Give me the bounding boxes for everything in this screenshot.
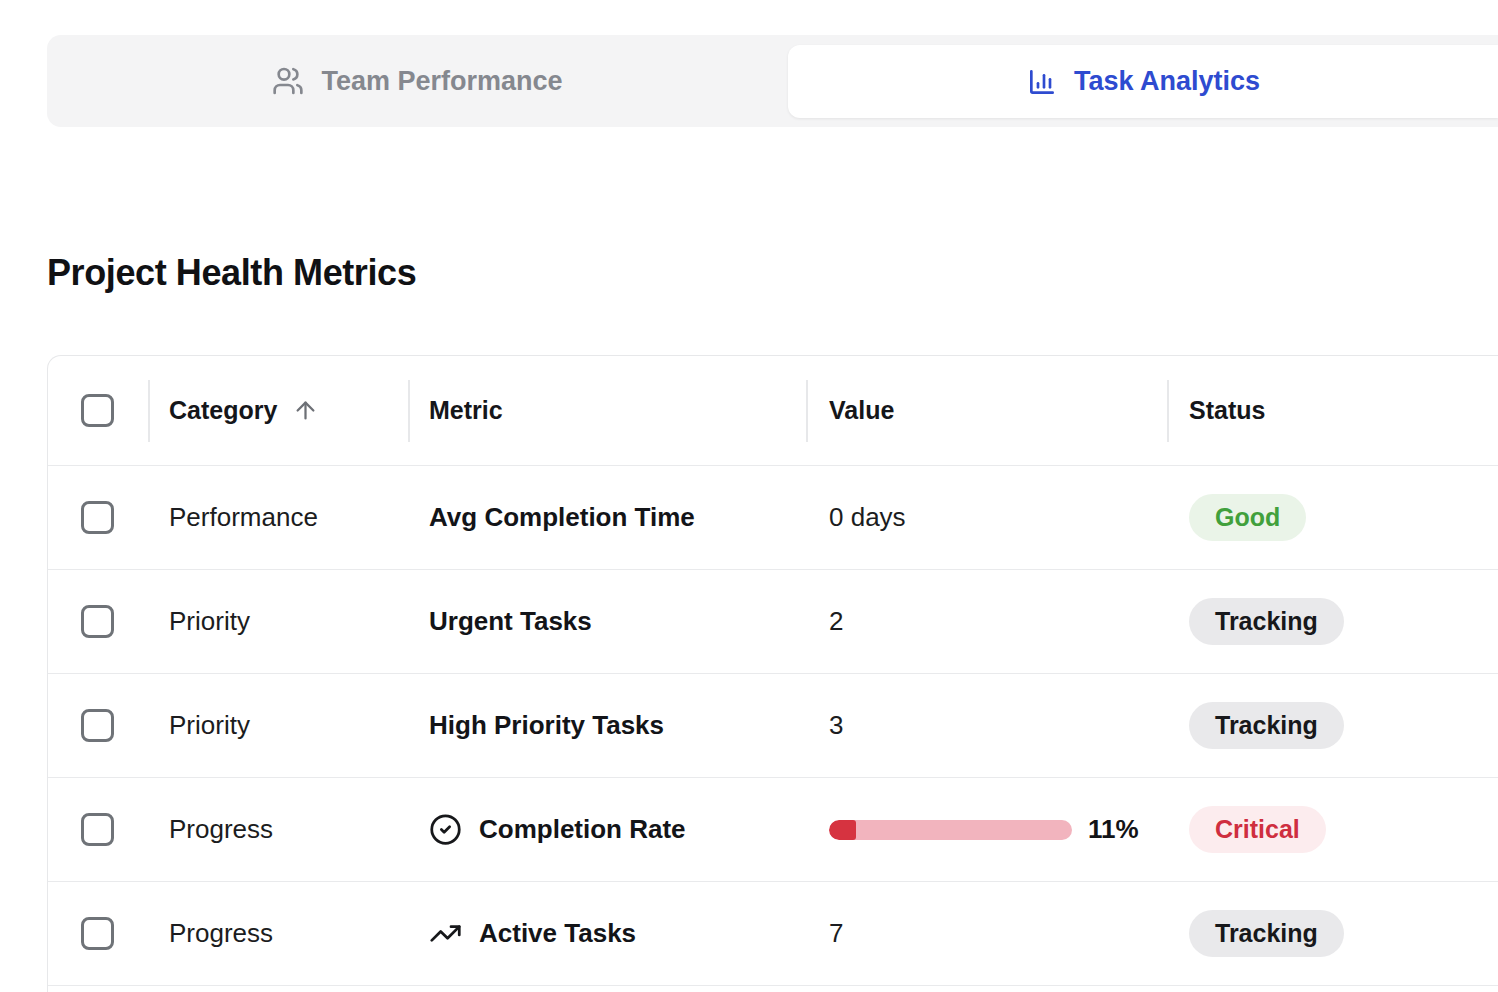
progress-percent-label: 11% (1088, 814, 1139, 845)
row-checkbox[interactable] (81, 917, 114, 950)
metric-cell: Avg Completion Time (429, 502, 695, 533)
progress-track (829, 820, 1072, 840)
select-all-checkbox[interactable] (81, 394, 114, 427)
table-row: Priority High Priority Tasks 3 Tracking (48, 674, 1498, 778)
view-tabs: Team Performance Task Analytics (47, 35, 1498, 127)
status-badge: Critical (1189, 806, 1326, 854)
tab-task-analytics[interactable]: Task Analytics (788, 45, 1498, 118)
arrow-up-icon (292, 397, 319, 424)
tab-team-performance[interactable]: Team Performance (47, 35, 788, 127)
bar-chart-icon (1026, 66, 1058, 98)
status-badge: Good (1189, 494, 1306, 542)
row-checkbox[interactable] (81, 813, 114, 846)
metric-cell: Active Tasks (479, 918, 636, 949)
trending-up-icon (429, 917, 462, 950)
category-cell: Priority (169, 710, 250, 741)
category-cell: Progress (169, 814, 273, 845)
users-icon (272, 65, 304, 97)
header-category[interactable]: Category (169, 356, 319, 465)
table-row: Priority Urgent Tasks 2 Tracking (48, 570, 1498, 674)
status-badge: Tracking (1189, 598, 1344, 646)
metric-cell: Urgent Tasks (429, 606, 592, 637)
category-cell: Performance (169, 502, 318, 533)
progress-fill (829, 820, 856, 840)
metric-cell: High Priority Tasks (429, 710, 664, 741)
value-cell: 3 (829, 710, 843, 741)
table-row: Performance Avg Completion Time 0 days G… (48, 466, 1498, 570)
header-status[interactable]: Status (1189, 356, 1265, 465)
completion-progress: 11% (829, 814, 1139, 845)
value-cell: 7 (829, 918, 843, 949)
metric-cell: Completion Rate (479, 814, 686, 845)
table-row: Progress Active Tasks 7 Tracking (48, 882, 1498, 986)
category-cell: Progress (169, 918, 273, 949)
header-metric[interactable]: Metric (429, 356, 503, 465)
row-checkbox[interactable] (81, 605, 114, 638)
category-cell: Priority (169, 606, 250, 637)
circle-check-icon (429, 813, 462, 846)
tab-label-task-analytics: Task Analytics (1074, 66, 1260, 97)
column-divider (148, 380, 150, 442)
header-value[interactable]: Value (829, 356, 894, 465)
column-divider (806, 380, 808, 442)
row-checkbox[interactable] (81, 501, 114, 534)
status-badge: Tracking (1189, 910, 1344, 958)
tab-label-team-performance: Team Performance (321, 66, 562, 97)
row-checkbox[interactable] (81, 709, 114, 742)
page-title: Project Health Metrics (47, 252, 416, 294)
metrics-table: Category Metric Value Status Performance… (47, 355, 1498, 992)
table-header-row: Category Metric Value Status (48, 356, 1498, 466)
value-cell: 2 (829, 606, 843, 637)
column-divider (408, 380, 410, 442)
status-badge: Tracking (1189, 702, 1344, 750)
table-row: Progress Completion Rate 11% Critical (48, 778, 1498, 882)
column-divider (1167, 380, 1169, 442)
value-cell: 0 days (829, 502, 906, 533)
